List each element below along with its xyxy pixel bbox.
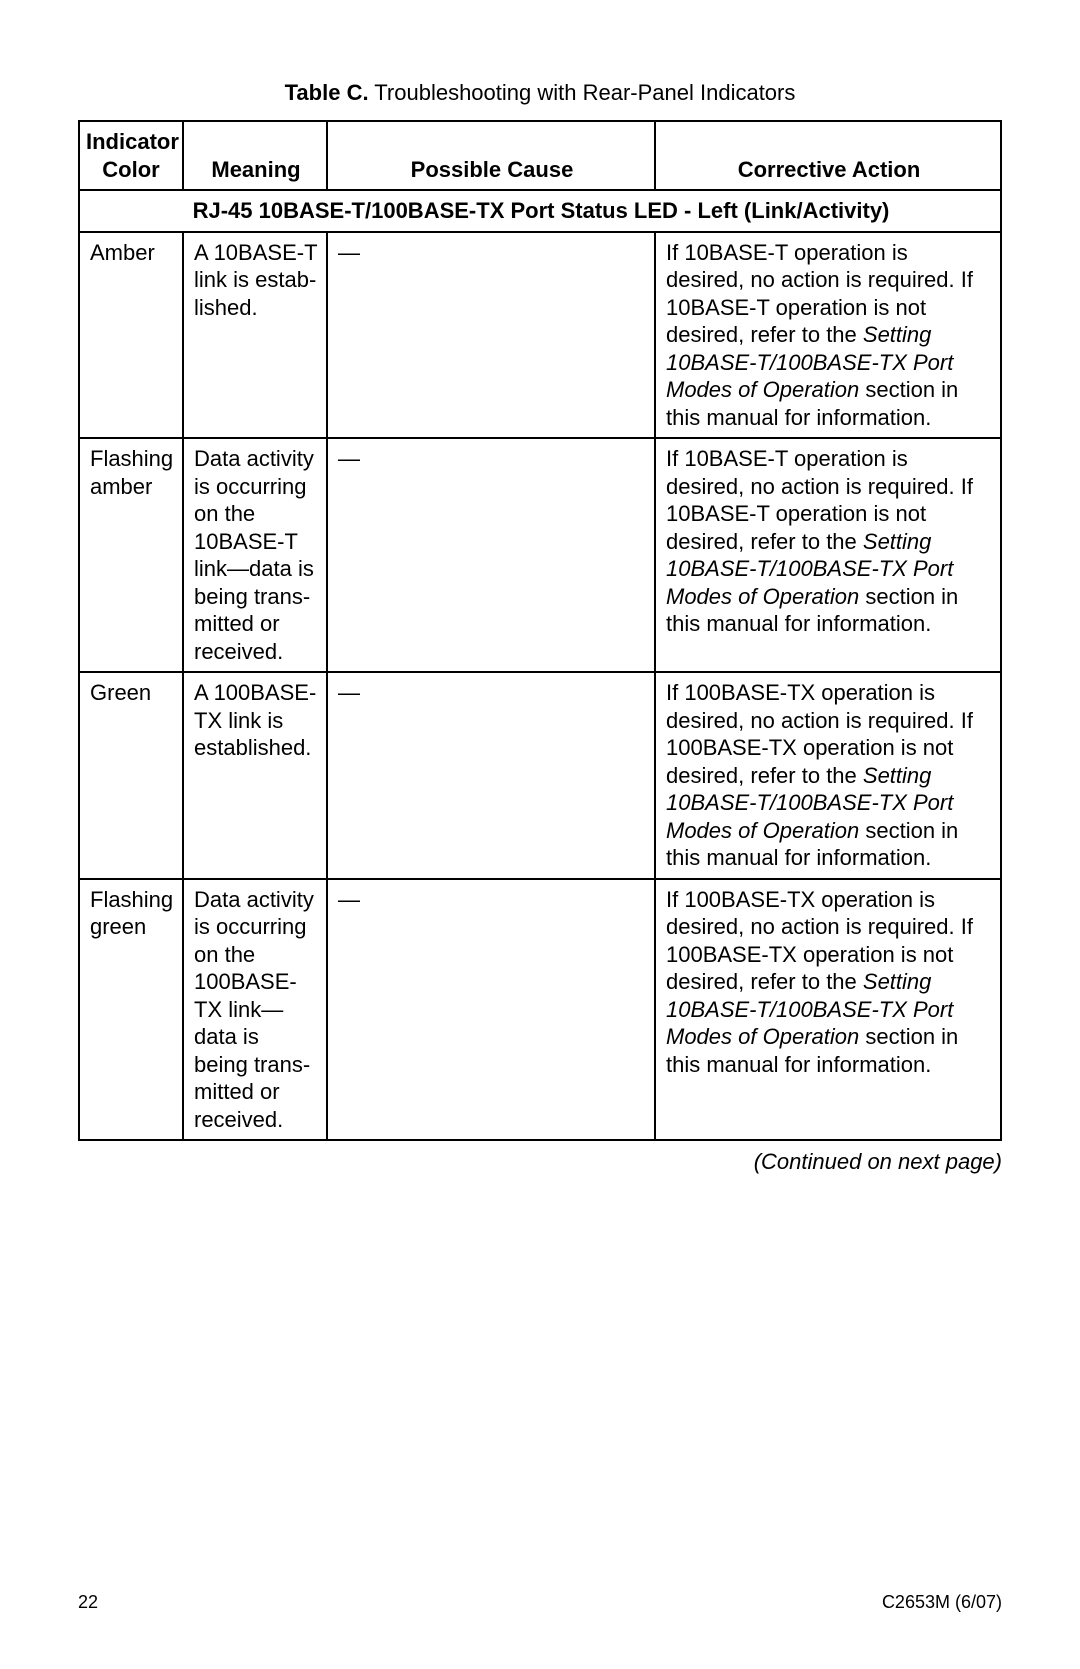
cell-indicator: Amber [79,232,183,439]
col-header-cause: Possible Cause [327,121,655,190]
cell-meaning: A 100BASE-TX link is established. [183,672,327,879]
cell-indicator: Flashing green [79,879,183,1141]
col-header-action: Corrective Action [655,121,1001,190]
cell-cause: — [327,672,655,879]
col-header-indicator-line1: Indicator [86,129,179,154]
page-footer: 22 C2653M (6/07) [78,1592,1002,1613]
section-heading: RJ-45 10BASE-T/100BASE-TX Port Status LE… [79,190,1001,232]
section-heading-row: RJ-45 10BASE-T/100BASE-TX Port Status LE… [79,190,1001,232]
em-dash: — [338,680,359,705]
cell-meaning: Data activity is occurring on the 10BASE… [183,438,327,672]
page: Table C. Troubleshooting with Rear-Panel… [0,0,1080,1669]
cell-action: If 100BASE-TX operation is desired, no a… [655,672,1001,879]
table-row: Green A 100BASE-TX link is established. … [79,672,1001,879]
col-header-indicator-line2: Color [102,157,159,182]
cell-action: If 100BASE-TX operation is desired, no a… [655,879,1001,1141]
cell-indicator: Green [79,672,183,879]
table-caption-title: Troubleshooting with Rear-Panel Indicato… [374,80,795,105]
table-row: Flashing green Data activity is occurrin… [79,879,1001,1141]
em-dash: — [338,446,359,471]
cell-action: If 10BASE-T operation is desired, no act… [655,438,1001,672]
table-row: Amber A 10BASE-T link is estab­lished. —… [79,232,1001,439]
doc-id: C2653M (6/07) [882,1592,1002,1613]
page-number: 22 [78,1592,98,1613]
cell-indicator: Flashing amber [79,438,183,672]
table-header-row: Indicator Color Meaning Possible Cause C… [79,121,1001,190]
col-header-meaning: Meaning [183,121,327,190]
em-dash: — [338,240,359,265]
cell-action: If 10BASE-T operation is desired, no act… [655,232,1001,439]
cell-meaning: Data activity is occurring on the 100BAS… [183,879,327,1141]
table-row: Flashing amber Data activity is occurrin… [79,438,1001,672]
troubleshooting-table: Indicator Color Meaning Possible Cause C… [78,120,1002,1141]
cell-meaning: A 10BASE-T link is estab­lished. [183,232,327,439]
em-dash: — [338,887,359,912]
cell-cause: — [327,879,655,1141]
cell-cause: — [327,232,655,439]
continued-note: (Continued on next page) [78,1149,1002,1175]
cell-cause: — [327,438,655,672]
table-caption-label: Table C. [285,80,369,105]
table-caption: Table C. Troubleshooting with Rear-Panel… [78,80,1002,106]
col-header-indicator: Indicator Color [79,121,183,190]
